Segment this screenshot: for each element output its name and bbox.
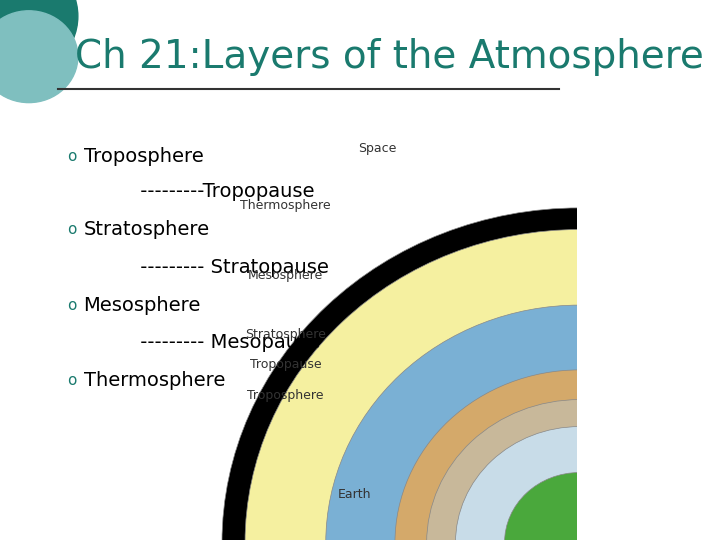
Text: Ch 21:Layers of the Atmosphere: Ch 21:Layers of the Atmosphere: [75, 38, 704, 76]
Wedge shape: [395, 370, 580, 540]
Wedge shape: [456, 427, 580, 540]
Text: Thermosphere: Thermosphere: [84, 371, 225, 390]
Text: --------- Stratopause: --------- Stratopause: [84, 258, 328, 277]
Wedge shape: [505, 472, 580, 540]
Text: Mesosphere: Mesosphere: [84, 295, 201, 315]
Wedge shape: [427, 400, 580, 540]
Text: Earth: Earth: [338, 488, 372, 501]
Text: ---------Tropopause: ---------Tropopause: [84, 182, 314, 201]
Circle shape: [0, 11, 78, 103]
Text: Stratosphere: Stratosphere: [84, 220, 210, 239]
Text: o: o: [68, 298, 77, 313]
Text: o: o: [68, 373, 77, 388]
Text: Tropopause: Tropopause: [250, 358, 321, 371]
Wedge shape: [245, 230, 580, 540]
Text: Troposphere: Troposphere: [247, 389, 324, 402]
Text: --------- Mesopause: --------- Mesopause: [84, 333, 320, 353]
Text: Space: Space: [359, 142, 397, 155]
Circle shape: [0, 0, 78, 78]
Wedge shape: [325, 305, 580, 540]
Text: o: o: [68, 149, 77, 164]
Text: Thermosphere: Thermosphere: [240, 199, 330, 212]
Text: Mesosphere: Mesosphere: [248, 269, 323, 282]
Text: Troposphere: Troposphere: [84, 147, 203, 166]
Text: Stratosphere: Stratosphere: [245, 328, 326, 341]
Wedge shape: [222, 208, 580, 540]
Text: o: o: [68, 222, 77, 237]
